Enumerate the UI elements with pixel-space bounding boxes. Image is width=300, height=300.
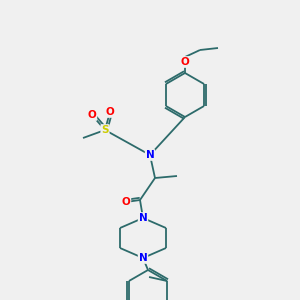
Text: O: O [122, 197, 130, 207]
Text: S: S [101, 125, 109, 135]
Text: O: O [88, 110, 96, 120]
Text: N: N [146, 150, 154, 160]
Text: O: O [106, 107, 114, 117]
Text: N: N [139, 253, 147, 263]
Text: N: N [139, 213, 147, 223]
Text: O: O [181, 57, 189, 67]
